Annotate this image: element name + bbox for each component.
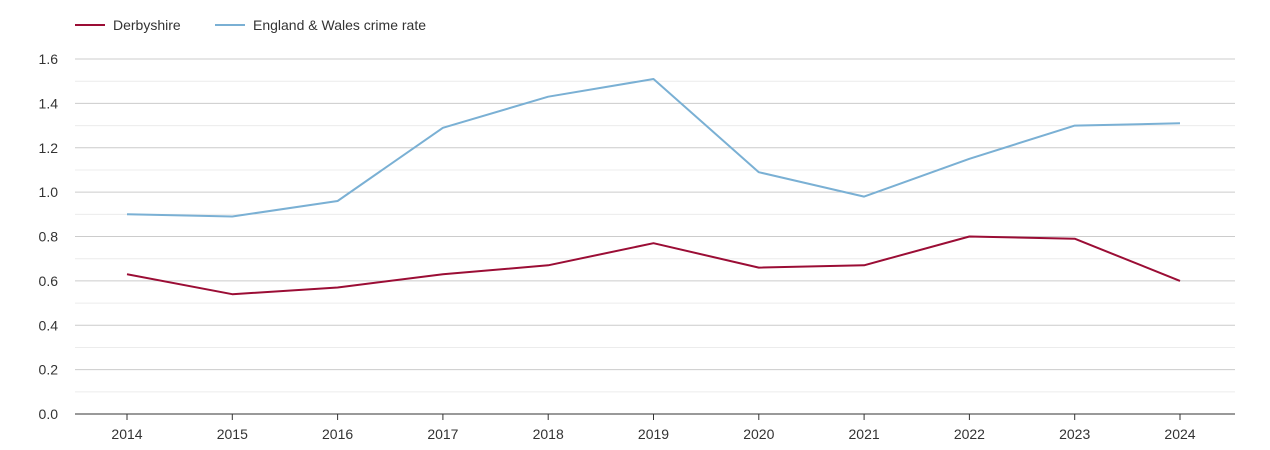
x-axis: 2014 2015 2016 2017 2018 2019 2020 2021 2022 2023… [75, 413, 1235, 442]
y-axis: 0.0 0.2 0.4 0.6 0.8 1.0 1.2 1.4 1.6 [39, 51, 59, 422]
data-point-derbyshire[interactable] [754, 263, 764, 273]
data-point-england-wales[interactable] [227, 212, 237, 222]
data-point-england-wales[interactable] [122, 209, 132, 219]
data-point-derbyshire[interactable] [333, 283, 343, 293]
y-tick-label: 0.8 [39, 229, 59, 245]
y-tick-label: 1.6 [39, 51, 59, 67]
x-tick-label: 2020 [743, 426, 774, 442]
data-point-derbyshire[interactable] [122, 269, 132, 279]
y-tick-label: 0.2 [39, 362, 59, 378]
data-point-england-wales[interactable] [859, 192, 869, 202]
data-point-england-wales[interactable] [438, 123, 448, 133]
y-tick-label: 0.4 [39, 317, 59, 333]
data-point-derbyshire[interactable] [227, 289, 237, 299]
x-tick-label: 2023 [1059, 426, 1090, 442]
data-point-england-wales[interactable] [1070, 121, 1080, 131]
y-tick-label: 1.0 [39, 184, 59, 200]
y-tick-label: 0.6 [39, 273, 59, 289]
legend: Derbyshire England & Wales crime rate [75, 17, 426, 33]
y-tick-label: 1.2 [39, 140, 59, 156]
legend-label-england-wales: England & Wales crime rate [253, 17, 426, 33]
data-point-derbyshire[interactable] [543, 260, 553, 270]
data-point-derbyshire[interactable] [1070, 234, 1080, 244]
legend-label-derbyshire: Derbyshire [113, 17, 181, 33]
data-point-derbyshire[interactable] [859, 260, 869, 270]
gridlines [75, 58, 1235, 393]
data-point-derbyshire[interactable] [964, 232, 974, 242]
data-point-derbyshire[interactable] [649, 238, 659, 248]
y-tick-label: 1.4 [39, 95, 59, 111]
data-point-england-wales[interactable] [649, 74, 659, 84]
x-tick-label: 2016 [322, 426, 353, 442]
data-point-england-wales[interactable] [333, 196, 343, 206]
data-point-derbyshire[interactable] [438, 269, 448, 279]
x-tick-label: 2015 [217, 426, 248, 442]
x-tick-label: 2021 [849, 426, 880, 442]
data-point-england-wales[interactable] [543, 92, 553, 102]
y-tick-label: 0.0 [39, 406, 59, 422]
data-point-england-wales[interactable] [1175, 118, 1185, 128]
legend-item-derbyshire[interactable]: Derbyshire [75, 17, 181, 33]
x-tick-label: 2014 [111, 426, 142, 442]
series-line-derbyshire[interactable] [126, 235, 1181, 296]
series-line-england-wales[interactable] [126, 78, 1181, 218]
series-lines [122, 74, 1185, 299]
data-point-england-wales[interactable] [964, 154, 974, 164]
x-tick-label: 2018 [533, 426, 564, 442]
x-tick-label: 2022 [954, 426, 985, 442]
data-point-derbyshire[interactable] [1175, 276, 1185, 286]
x-tick-label: 2017 [427, 426, 458, 442]
legend-item-england-wales[interactable]: England & Wales crime rate [215, 17, 426, 33]
x-tick-label: 2024 [1164, 426, 1195, 442]
data-point-england-wales[interactable] [754, 167, 764, 177]
x-tick-label: 2019 [638, 426, 669, 442]
